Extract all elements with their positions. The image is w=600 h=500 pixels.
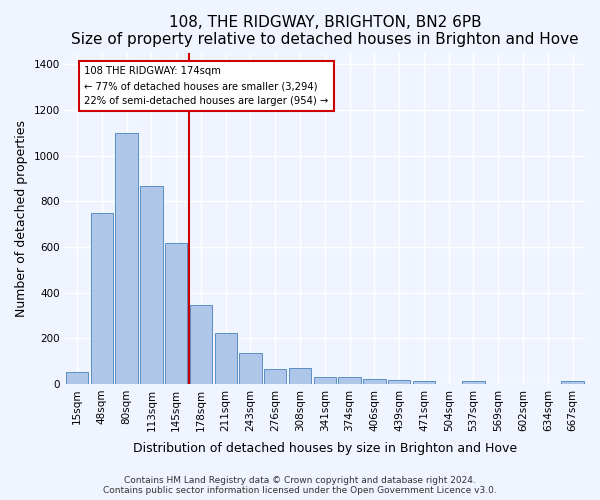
Bar (388, 380, 410, 384)
Bar (463, 381, 485, 384)
Bar (413, 381, 435, 384)
Bar (264, 369, 286, 384)
Title: 108, THE RIDGWAY, BRIGHTON, BN2 6PB
Size of property relative to detached houses: 108, THE RIDGWAY, BRIGHTON, BN2 6PB Size… (71, 15, 578, 48)
Bar (314, 377, 336, 384)
Text: Contains HM Land Registry data © Crown copyright and database right 2024.
Contai: Contains HM Land Registry data © Crown c… (103, 476, 497, 495)
X-axis label: Distribution of detached houses by size in Brighton and Hove: Distribution of detached houses by size … (133, 442, 517, 455)
Bar (165, 244, 187, 384)
Bar (239, 353, 262, 384)
Bar (140, 186, 163, 384)
Bar (91, 212, 113, 384)
Y-axis label: Number of detached properties: Number of detached properties (15, 120, 28, 317)
Bar (363, 379, 386, 384)
Bar (190, 305, 212, 384)
Text: 108 THE RIDGWAY: 174sqm
← 77% of detached houses are smaller (3,294)
22% of semi: 108 THE RIDGWAY: 174sqm ← 77% of detache… (85, 66, 329, 106)
Bar (338, 377, 361, 384)
Bar (215, 332, 237, 384)
Bar (289, 368, 311, 384)
Bar (66, 372, 88, 384)
Bar (562, 381, 584, 384)
Bar (115, 132, 138, 384)
